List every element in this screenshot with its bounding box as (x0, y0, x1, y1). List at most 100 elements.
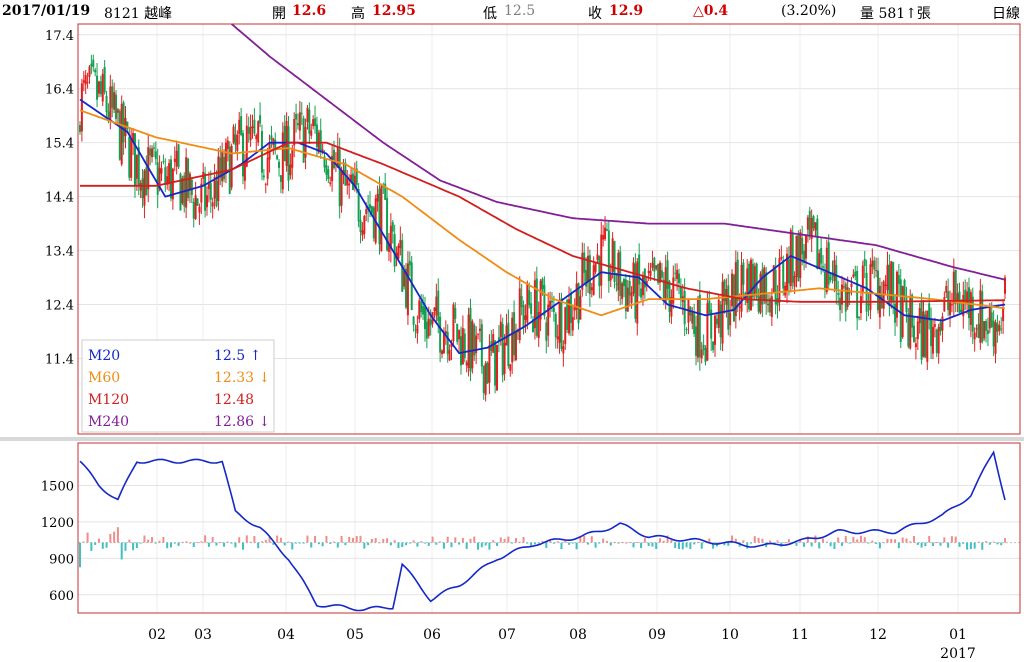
candle-body (437, 290, 440, 321)
volume-bar (685, 542, 688, 548)
candle-body (442, 332, 445, 354)
month-tick-label: 08 (569, 627, 587, 643)
candle-body (238, 119, 241, 134)
candle-body (969, 292, 972, 325)
volume-bar (659, 538, 662, 543)
month-tick-label: 11 (791, 627, 809, 643)
candle-body (133, 133, 136, 186)
candle-body (994, 322, 997, 354)
volume-bar (651, 542, 654, 547)
candle-body (480, 324, 483, 367)
candle-body (979, 290, 982, 343)
candle-body (205, 195, 208, 208)
candle-body (552, 307, 555, 312)
candle-body (164, 167, 167, 185)
candle-body (621, 283, 624, 299)
candle-body (408, 260, 411, 266)
volume-bar (230, 542, 233, 544)
candle-body (877, 270, 880, 311)
candle-body (966, 291, 969, 304)
candle-body (990, 312, 993, 327)
candle-body (810, 218, 813, 239)
volume-bar (613, 541, 616, 543)
candle-body (188, 173, 191, 191)
candle-body (795, 235, 798, 277)
candle-body (116, 109, 119, 113)
volume-bar (511, 542, 514, 544)
volume-bar (996, 542, 999, 545)
candle-body (471, 321, 474, 369)
candle-body (325, 165, 328, 175)
volume-bar (177, 542, 180, 546)
candle-body (596, 254, 599, 260)
candle-body (767, 303, 770, 306)
candle-body (549, 300, 552, 308)
candle-body (296, 123, 299, 126)
volume-bar (848, 542, 851, 544)
volume-bar (746, 542, 749, 549)
volume-bar (132, 542, 135, 551)
candle-body (351, 173, 354, 190)
candle-body (926, 310, 929, 362)
candle-body (712, 341, 715, 351)
candle-body (215, 180, 218, 206)
legend-name: M20 (88, 348, 120, 364)
volume-bar (431, 536, 434, 543)
volume-bar (435, 542, 438, 545)
candle-body (971, 296, 974, 332)
volume-bar (977, 541, 980, 543)
candle-body (547, 304, 550, 336)
candle-body (702, 344, 705, 350)
candle-body (823, 272, 826, 290)
volume-bar (803, 542, 806, 547)
candle-body (975, 328, 978, 330)
candle-body (986, 330, 989, 335)
candle-body (602, 235, 605, 240)
candle-body (558, 301, 561, 343)
volume-bar (795, 542, 798, 546)
volume-bar (617, 542, 620, 544)
candle-body (962, 294, 965, 317)
volume-bar (765, 542, 768, 548)
month-tick-label: 10 (721, 627, 739, 643)
candle-body (624, 279, 627, 312)
candle-body (998, 325, 1001, 331)
candle-body (537, 312, 540, 339)
candle-body (158, 167, 161, 189)
volume-bar (973, 542, 976, 549)
volume-bar (628, 542, 631, 544)
price-tick-label: 17.4 (45, 29, 74, 44)
candle-body (260, 130, 263, 173)
candle-body (628, 281, 631, 296)
candle-body (983, 321, 986, 339)
candle-body (897, 275, 900, 285)
candle-body (670, 297, 673, 317)
candle-body (562, 346, 565, 354)
volume-bar (708, 538, 711, 543)
candle-body (545, 322, 548, 341)
candle-body (331, 155, 334, 182)
month-tick-label: 02 (148, 627, 166, 643)
candle-body (295, 113, 298, 120)
candle-body (111, 86, 114, 108)
legend-name: M120 (88, 392, 129, 408)
volume-bar (969, 542, 972, 549)
candle-body (327, 169, 330, 180)
candle-body (825, 247, 828, 293)
volume-bar (139, 542, 142, 544)
candle-body (778, 258, 781, 303)
volume-bar (518, 541, 521, 543)
candle-body (829, 277, 832, 281)
candle-body (950, 304, 953, 306)
volume-bar (185, 541, 188, 543)
candle-body (486, 362, 489, 384)
legend-box (81, 339, 275, 433)
candle-body (386, 197, 389, 251)
volume-bar (374, 537, 377, 543)
candle-body (698, 294, 701, 358)
candle-body (251, 126, 254, 129)
volume-bar (238, 537, 241, 543)
candle-body (501, 324, 504, 376)
volume-bar (670, 539, 673, 543)
